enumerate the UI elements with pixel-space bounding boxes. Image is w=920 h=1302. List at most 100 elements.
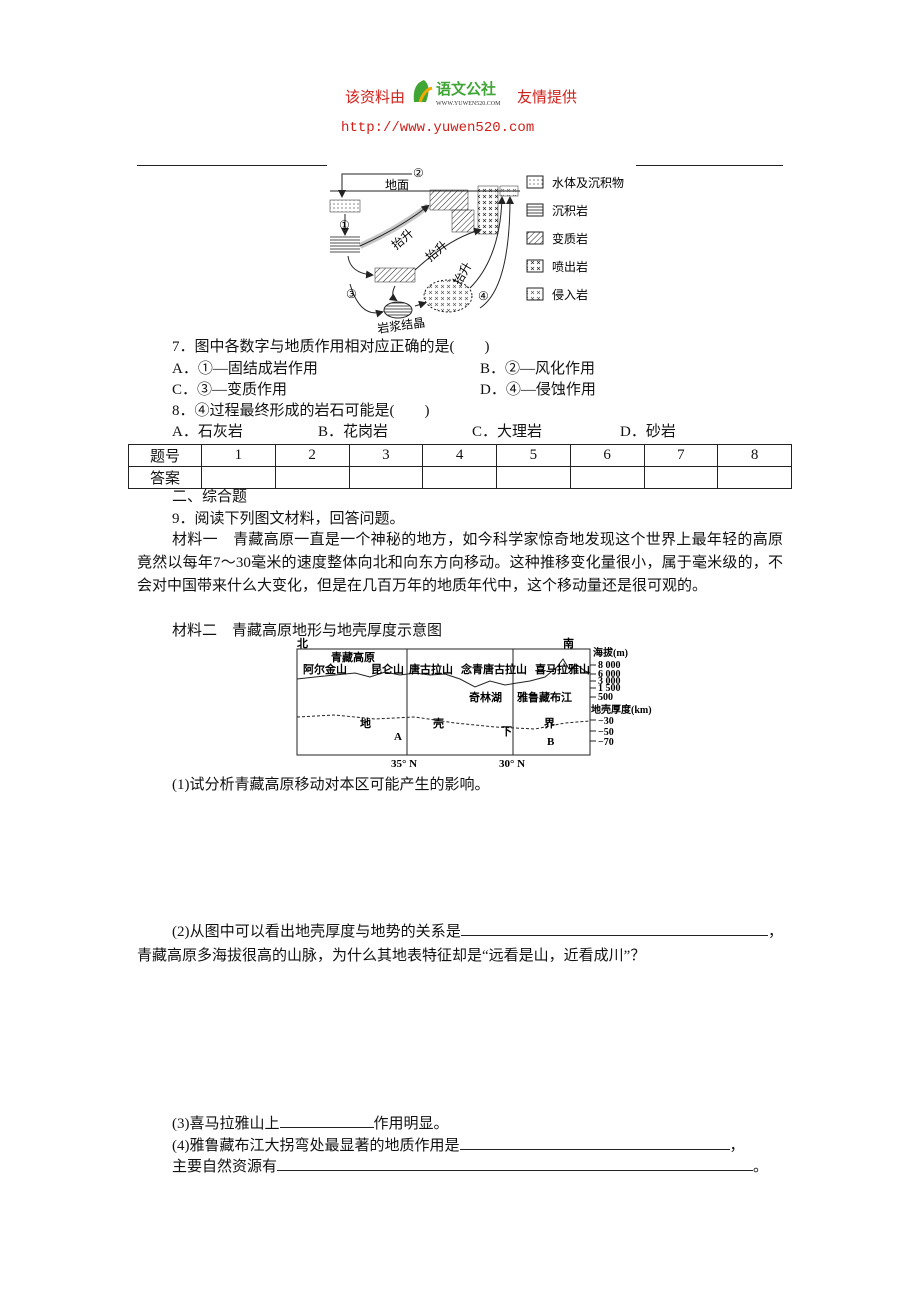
diagram-label: 壳 (432, 716, 444, 730)
legend-label: 沉积岩 (552, 203, 588, 218)
section-title: 二、综合题 (172, 489, 248, 505)
shape (526, 287, 544, 301)
table-cell: 2 (274, 444, 350, 467)
shape (526, 175, 544, 189)
answer-blank (277, 1156, 754, 1171)
sub-question: (1)试分析青藏高原移动对本区可能产生的影响。 (172, 777, 490, 793)
option: C．③—变质作用 (172, 382, 288, 398)
shape (347, 255, 374, 279)
option: B．②—风化作用 (480, 361, 596, 377)
table-cell: 7 (643, 444, 719, 467)
diagram-label: 岩浆结晶 (376, 314, 426, 336)
diagram-label: 奇林湖 (469, 690, 502, 704)
diagram-label: 南 (563, 637, 574, 650)
table-cell: 6 (569, 444, 645, 467)
logo-sub: WWW.YUWEN520.COM (436, 101, 501, 107)
paragraph: 材料一 青藏高原一直是一个神秘的地方，如今科学家惊奇地发现这个世界上最年轻的高原… (137, 532, 783, 594)
diagram-label: ② (413, 166, 424, 180)
table-cell: 题号 (128, 444, 202, 467)
logo: 语文公社 WWW.YUWEN520.COM (413, 80, 501, 107)
shape (329, 199, 361, 213)
sub-question: (3)喜马拉雅山上 作用明显。 (172, 1113, 449, 1134)
diagram-label: 地 (360, 716, 371, 730)
shape (469, 196, 506, 289)
shape (338, 173, 412, 198)
shape (330, 236, 360, 254)
shape (418, 86, 433, 103)
table-cell (274, 466, 350, 489)
option: B．花岗岩 (318, 424, 389, 440)
header-prefix: 该资料由 (345, 90, 406, 106)
table-cell: 5 (496, 444, 571, 467)
answer-table: 题号 1 2 3 4 5 6 7 8 答案 (128, 444, 792, 489)
diagram-label: 唐古拉山 (409, 662, 453, 676)
diagram-label: 35° N (391, 758, 417, 770)
diagram-label: 下 (501, 725, 512, 738)
tick-label: 1 500 (598, 683, 621, 694)
diagram-label: 念青唐古拉山 (460, 662, 527, 676)
option: D．砂岩 (620, 424, 676, 440)
shape (383, 301, 413, 319)
table-cell: 4 (422, 444, 497, 467)
shape (414, 227, 482, 271)
header-url: http://www.yuwen520.com (341, 120, 535, 136)
shape (451, 209, 475, 233)
shape (296, 714, 591, 730)
tick-label: 8 000 (598, 660, 621, 671)
table-cell (348, 466, 424, 489)
tick-label: −50 (598, 727, 614, 738)
shape (499, 185, 519, 197)
shape (479, 196, 514, 309)
text: 。 (753, 1159, 769, 1175)
shape (526, 259, 544, 273)
rule (636, 165, 783, 166)
sub-question: (4)雅鲁藏布江大拐弯处最显著的地质作用是 ， (172, 1135, 745, 1156)
tick-label: −70 (598, 737, 614, 748)
diagram-label: 昆仑山 (371, 662, 404, 676)
header-suffix: 友情提供 (517, 90, 578, 106)
table-cell (717, 466, 792, 489)
text: (4)雅鲁藏布江大拐弯处最显著的地质作用是 (172, 1138, 460, 1154)
diagram-label: B (547, 736, 555, 748)
shape (296, 658, 591, 688)
tick-label: 6 000 (598, 669, 621, 680)
shape (526, 203, 544, 217)
shape (526, 231, 544, 245)
table-cell: 1 (201, 444, 276, 467)
shape (359, 204, 430, 247)
option: D．④—侵蚀作用 (480, 382, 596, 398)
table-cell: 3 (348, 444, 424, 467)
option: A．石灰岩 (172, 424, 243, 440)
diagram-label: 抬升 (423, 238, 450, 264)
diagram-label: 青藏高原 (331, 650, 375, 664)
question-stem: 8．④过程最终形成的岩石可能是( ) (172, 403, 430, 419)
text: ，青藏高原多海拔很高的山脉，为什么其地表特征却是“远看是山，近看成川”？ (137, 924, 783, 964)
diagram-label: ③ (346, 287, 357, 301)
logo-text: 语文公社 (436, 80, 496, 98)
profile-diagram: 北 南 青藏高原 阿尔金山 昆仑山 唐古拉山 念青唐古拉山 喜马拉雅山 奇林湖 … (296, 637, 652, 770)
diagram-label: A (394, 731, 402, 743)
text: ， (729, 1138, 745, 1154)
diagram-label: 北 (297, 637, 308, 650)
legend-label: 侵入岩 (552, 287, 588, 302)
table-cell (643, 466, 719, 489)
shape (414, 300, 427, 309)
answer-blank (460, 921, 768, 936)
option: A．①—固结成岩作用 (172, 361, 318, 377)
text: 作用明显。 (373, 1116, 449, 1132)
diagram-label: 抬升 (450, 260, 474, 288)
question-stem: 9．阅读下列图文材料，回答问题。 (172, 511, 405, 527)
table-cell (569, 466, 645, 489)
table-cell (496, 466, 571, 489)
shape (374, 267, 416, 283)
diagram-label: 喜马拉雅山 (535, 662, 590, 676)
rock-cycle-diagram: 地面 ① ② ③ ④ 抬升 抬升 抬升 岩浆结晶 水体及沉积物 沉积岩 变质岩 … (329, 166, 624, 336)
text: (2)从图中可以看出地壳厚度与地势的关系是 (172, 924, 461, 940)
table-cell: 答案 (128, 466, 202, 489)
caption: 材料二 青藏高原地形与地壳厚度示意图 (172, 623, 443, 639)
shape (296, 648, 591, 756)
tick-label: 500 (598, 692, 613, 703)
table-cell (201, 466, 276, 489)
diagram-label: ① (339, 218, 350, 232)
